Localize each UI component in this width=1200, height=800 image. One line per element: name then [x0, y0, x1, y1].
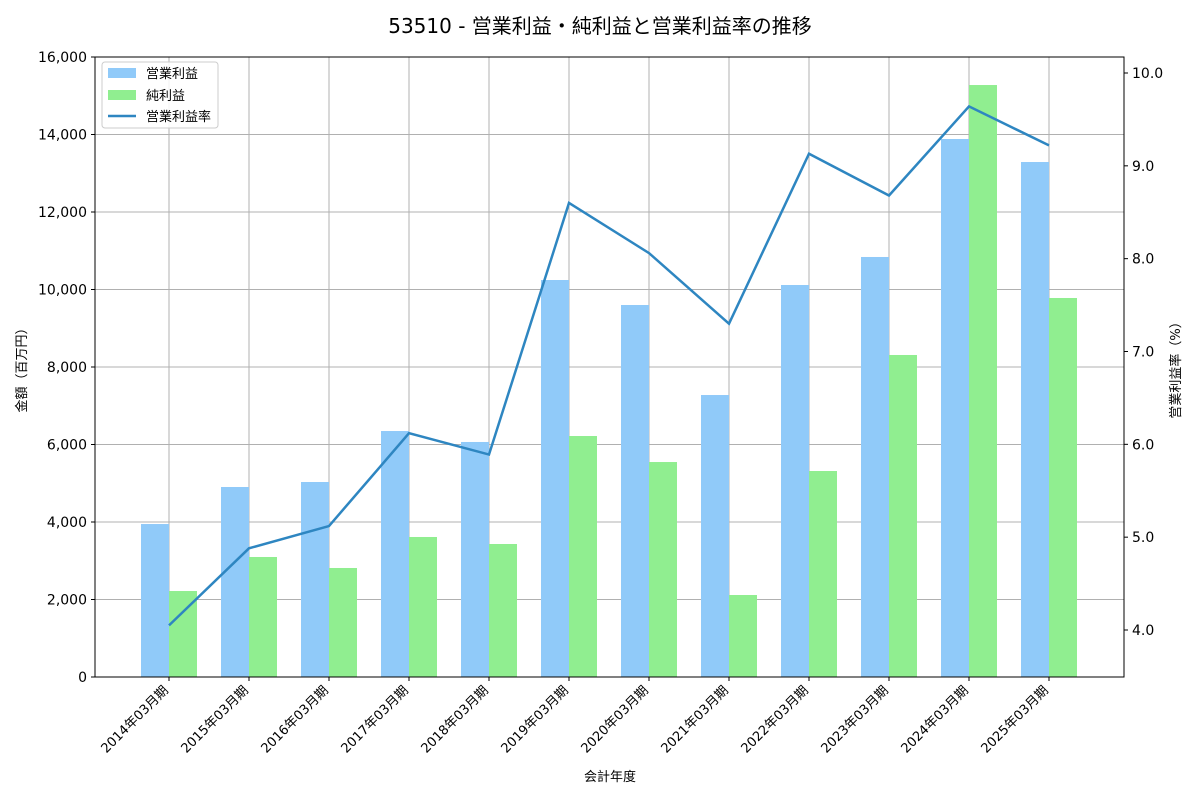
x-tick-label: 2017年03月期	[339, 683, 412, 756]
y2-tick-label: 7.0	[1132, 345, 1154, 361]
chart-title: 53510 - 営業利益・純利益と営業利益率の推移	[388, 14, 812, 38]
bar-net-profit	[729, 595, 757, 677]
legend-swatch-net-profit	[108, 90, 136, 100]
bar-operating-profit	[141, 524, 169, 677]
legend-label: 営業利益率	[146, 109, 211, 125]
y2-tick-label: 10.0	[1132, 66, 1163, 82]
bar-net-profit	[409, 536, 437, 677]
y-tick-label: 6,000	[47, 438, 87, 454]
bar-operating-profit	[621, 305, 649, 677]
legend-label: 営業利益	[146, 66, 198, 82]
y2-tick-label: 9.0	[1132, 159, 1154, 175]
bar-operating-profit	[541, 280, 569, 677]
y2-tick-label: 5.0	[1132, 530, 1154, 546]
y-tick-label: 12,000	[38, 205, 87, 221]
x-tick-label: 2025年03月期	[979, 683, 1052, 756]
y2-tick-label: 8.0	[1132, 252, 1154, 268]
y2-tick-label: 6.0	[1132, 437, 1154, 453]
bar-operating-profit	[781, 285, 809, 677]
y-tick-label: 14,000	[38, 128, 87, 144]
bar-net-profit	[249, 556, 277, 677]
bar-operating-profit	[221, 487, 249, 677]
bar-operating-profit	[381, 431, 409, 677]
x-axis-label: 会計年度	[584, 769, 636, 785]
plot-frame	[94, 56, 1125, 678]
y-axis-label: 金額（百万円）	[14, 321, 30, 412]
y-tick-label: 16,000	[38, 50, 87, 66]
x-tick-label: 2022年03月期	[739, 683, 812, 756]
bar-net-profit	[969, 85, 997, 678]
x-tick-label: 2014年03月期	[99, 683, 172, 756]
x-tick-label: 2023年03月期	[819, 683, 892, 756]
bar-operating-profit	[461, 441, 489, 677]
y2-tick-label: 4.0	[1132, 623, 1154, 639]
bar-net-profit	[889, 354, 917, 677]
x-tick-label: 2016年03月期	[259, 683, 332, 756]
bar-operating-profit	[701, 395, 729, 677]
x-tick-label: 2015年03月期	[179, 683, 252, 756]
bar-operating-profit	[861, 256, 889, 677]
bar-operating-profit	[301, 482, 329, 677]
line-operating-margin	[168, 104, 1050, 627]
y-tick-label: 0	[78, 670, 87, 686]
x-tick-label: 2024年03月期	[899, 683, 972, 756]
y-tick-label: 4,000	[47, 515, 87, 531]
bar-operating-profit	[941, 138, 969, 677]
bar-operating-profit	[1021, 162, 1049, 677]
bar-net-profit	[489, 544, 517, 677]
bar-net-profit	[169, 591, 197, 677]
legend-swatch-operating-profit	[108, 68, 136, 78]
x-tick-label: 2020年03月期	[579, 683, 652, 756]
bar-net-profit	[649, 462, 677, 677]
bar-net-profit	[569, 436, 597, 677]
y-tick-label: 2,000	[47, 593, 87, 609]
legend-label: 純利益	[146, 89, 185, 104]
y2-axis-label: 営業利益率（%）	[1168, 315, 1184, 418]
bar-net-profit	[1049, 297, 1077, 677]
x-tick-label: 2018年03月期	[419, 683, 492, 756]
x-tick-label: 2019年03月期	[499, 683, 572, 756]
y-tick-label: 10,000	[38, 283, 87, 299]
bar-net-profit	[329, 567, 357, 677]
bar-net-profit	[809, 471, 837, 677]
x-tick-label: 2021年03月期	[659, 683, 732, 756]
legend	[101, 61, 219, 129]
y-tick-label: 8,000	[47, 360, 87, 376]
